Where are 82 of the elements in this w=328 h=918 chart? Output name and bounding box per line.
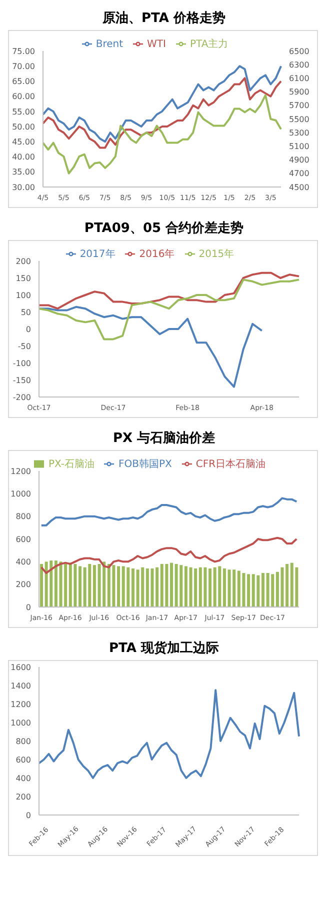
y-tick-label: 800	[16, 736, 31, 746]
line-series	[40, 497, 298, 526]
y-tick-label: 200	[16, 580, 31, 590]
y-tick-label: 65.00	[12, 77, 35, 86]
y-tick-label: 50	[20, 308, 31, 317]
line-series	[38, 689, 300, 779]
y-tick-label: 40.00	[12, 152, 35, 162]
legend-label: CFR日本石脑油	[196, 459, 266, 470]
y-tick-label: -100	[12, 358, 31, 368]
y-tick-label: 75.00	[12, 46, 35, 56]
line-series	[38, 306, 263, 388]
chart-title: PX 与石脑油价差	[112, 430, 216, 448]
y-tick-label: 100	[16, 290, 31, 300]
legend-label: FOB韩国PX	[118, 459, 172, 470]
chart-title: PTA09、05 合约价差走势	[83, 220, 245, 238]
legend-label: Brent	[96, 39, 123, 50]
chart-title: PTA 现货加工边际	[108, 640, 220, 658]
chart-title: 原油、PTA 价格走势	[102, 10, 226, 28]
y-tick-label: 0	[26, 810, 31, 820]
y2-tick-label: 4700	[289, 169, 310, 178]
y2-tick-label: 4900	[289, 156, 310, 165]
bar	[208, 568, 212, 607]
y2-tick-label: 4500	[289, 182, 310, 192]
bar	[286, 564, 289, 607]
y-tick-label: 600	[16, 534, 31, 544]
y-tick-label: 1600	[10, 662, 31, 672]
bar	[131, 568, 134, 607]
y-tick-label: 200	[16, 256, 31, 266]
legend-label: 2017年	[80, 249, 116, 260]
y2-tick-label: 5900	[289, 88, 310, 97]
legend-label: PX-石脑油	[48, 459, 94, 470]
bar	[247, 574, 250, 607]
y-tick-label: 200	[16, 792, 31, 802]
y-tick-label: 0	[26, 602, 31, 612]
y-tick-label: 800	[16, 512, 31, 522]
line-series	[42, 94, 282, 174]
legend-label: PTA主力	[190, 39, 228, 50]
y-tick-label: 150	[16, 274, 31, 283]
y-tick-label: 400	[16, 558, 31, 567]
legend-label: WTI	[147, 39, 166, 50]
y2-tick-label: 5700	[289, 101, 310, 110]
y2-tick-label: 5300	[289, 128, 310, 138]
y-tick-label: 45.00	[12, 138, 35, 147]
y-tick-label: 35.00	[12, 168, 35, 177]
y-tick-label: 30.00	[12, 182, 35, 192]
y2-tick-label: 6300	[289, 60, 310, 70]
y-tick-label: 1400	[10, 681, 31, 690]
y-tick-label: 50.00	[12, 122, 35, 132]
y-tick-label: 55.00	[12, 107, 35, 116]
bar	[184, 566, 188, 607]
y-tick-label: -150	[12, 376, 31, 385]
y-tick-label: -50	[18, 342, 31, 351]
bar	[117, 566, 120, 607]
y-tick-label: 600	[16, 755, 31, 764]
y-tick-label: 1200	[10, 466, 31, 476]
y-tick-label: 0	[26, 324, 31, 334]
line-series	[38, 272, 300, 310]
bar	[222, 568, 226, 607]
legend-label: 2016年	[139, 249, 175, 260]
bar	[78, 566, 82, 607]
y2-tick-label: 5100	[289, 142, 310, 152]
line-series	[42, 77, 282, 149]
line-series	[42, 65, 282, 143]
y-tick-label: 1000	[10, 718, 31, 728]
y-tick-label: 1000	[10, 490, 31, 499]
y-tick-label: 1200	[10, 700, 31, 709]
legend-label: 2015年	[198, 249, 234, 260]
bar	[156, 567, 159, 607]
line-series	[40, 536, 298, 574]
bar	[40, 564, 43, 607]
y-tick-label: 400	[16, 774, 31, 783]
bar	[54, 560, 58, 607]
bar	[261, 573, 264, 607]
y-tick-label: 60.00	[12, 92, 35, 102]
bar	[170, 562, 173, 607]
y-tick-label: 70.00	[12, 62, 35, 71]
y2-tick-label: 6100	[289, 74, 310, 84]
y2-tick-label: 5500	[289, 114, 310, 124]
line-series	[38, 278, 300, 340]
bar	[92, 565, 96, 607]
y2-tick-label: 6500	[289, 46, 310, 56]
y-tick-label: -200	[12, 392, 31, 402]
